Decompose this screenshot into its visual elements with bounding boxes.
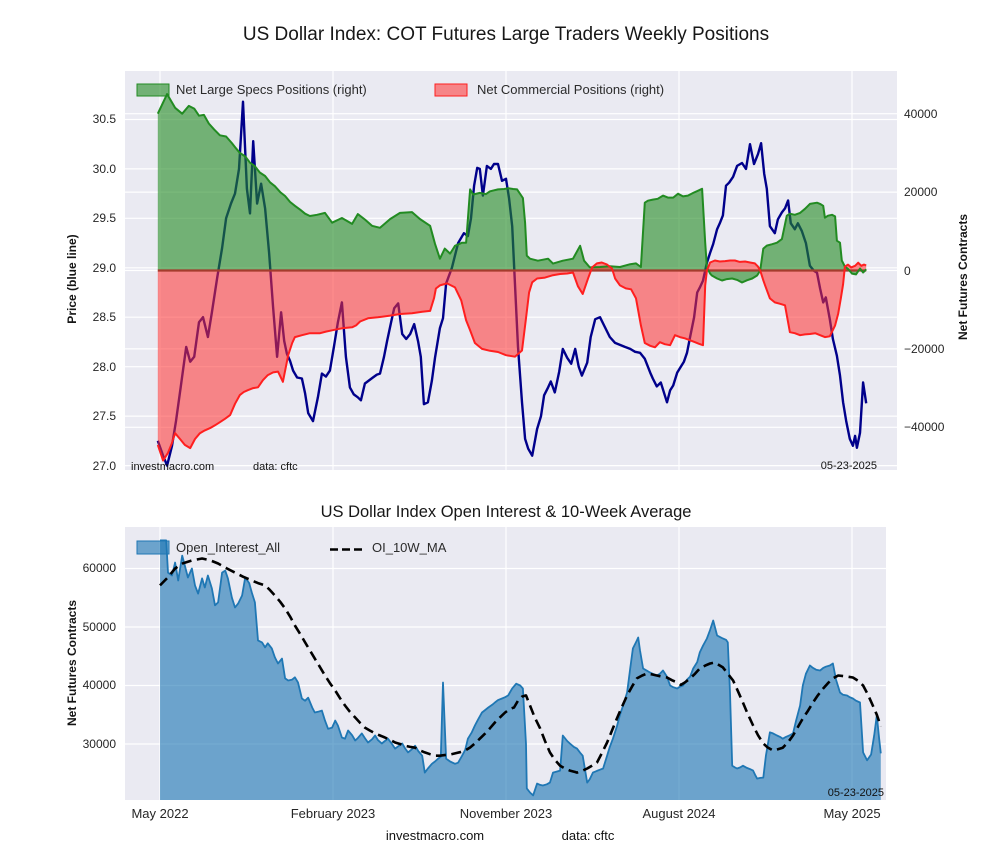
bottom-x-tick-may-2022: May 2022 — [131, 806, 189, 821]
bottom-date-stamp: 05-23-2025 — [827, 787, 884, 799]
top-right-tick-20000: 20000 — [904, 185, 938, 200]
top-right-tick--40000: −40000 — [904, 420, 945, 435]
top-left-tick-28.0: 28.0 — [92, 359, 116, 374]
top-right-tick-40000: 40000 — [904, 106, 938, 121]
page-title: US Dollar Index: COT Futures Large Trade… — [242, 24, 770, 45]
bottom-x-tick-may-2025: May 2025 — [823, 806, 881, 821]
legend-label-net-large-specs: Net Large Specs Positions (right) — [176, 82, 367, 97]
net-large-specs-edge — [156, 93, 867, 284]
top-left-tick-28.5: 28.5 — [92, 310, 116, 325]
legend-swatch-net-commercial — [434, 83, 468, 97]
legend-swatch-open-interest — [136, 540, 170, 555]
bottom-y-tick-30000: 30000 — [82, 736, 116, 751]
bottom-x-tick-august-2024: August 2024 — [642, 806, 716, 821]
top-right-tick--20000: −20000 — [904, 341, 945, 356]
oi-10w-ma-line — [159, 557, 883, 774]
top-left-tick-27.5: 27.5 — [92, 409, 116, 424]
top-left-tick-30.5: 30.5 — [92, 112, 116, 127]
legend-label-net-commercial: Net Commercial Positions (right) — [477, 82, 665, 97]
top-y-right-axis-label: Net Futures Contracts — [956, 213, 970, 341]
bottom-chart-series — [159, 539, 883, 800]
top-left-tick-29.0: 29.0 — [92, 260, 116, 275]
top-left-tick-27.0: 27.0 — [92, 458, 116, 473]
bottom-y-tick-40000: 40000 — [82, 678, 116, 693]
footer-watermark: investmacro.com — [385, 828, 485, 843]
legend-label-open-interest: Open_Interest_All — [176, 540, 281, 555]
open-interest-edge — [160, 539, 882, 797]
footer-source-note: data: cftc — [561, 828, 615, 843]
bottom-x-tick-february-2023: February 2023 — [290, 806, 376, 821]
net-commercial-area — [157, 260, 867, 461]
bottom-chart-title: US Dollar Index Open Interest & 10-Week … — [320, 503, 692, 521]
top-source-note: data: cftc — [253, 461, 298, 473]
top-watermark: investmacro.com — [131, 461, 215, 473]
net-commercial-edge — [156, 259, 867, 462]
top-left-tick-29.5: 29.5 — [92, 211, 116, 226]
bottom-y-tick-50000: 50000 — [82, 619, 116, 634]
top-chart-series — [156, 93, 868, 467]
top-date-stamp: 05-23-2025 — [820, 460, 877, 472]
bottom-x-tick-november-2023: November 2023 — [459, 806, 553, 821]
legend-label-oi-10w-ma: OI_10W_MA — [372, 540, 447, 555]
net-large-specs-area — [157, 94, 867, 283]
legend-swatch-net-large-specs — [136, 83, 170, 97]
top-left-tick-30.0: 30.0 — [92, 161, 116, 176]
bottom-y-axis-label: Net Futures Contracts — [65, 599, 79, 727]
top-right-tick-0: 0 — [904, 263, 911, 278]
bottom-y-tick-60000: 60000 — [82, 561, 116, 576]
